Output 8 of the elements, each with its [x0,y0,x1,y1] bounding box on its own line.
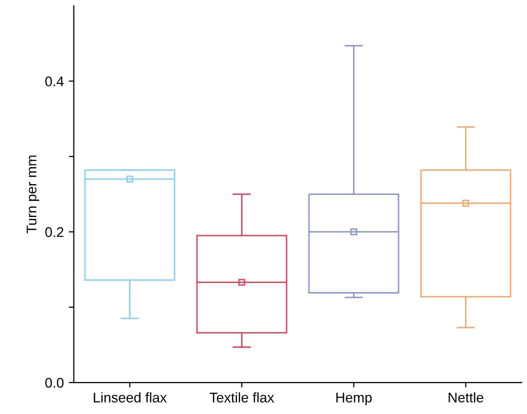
x-tick-label: Linseed flax [94,392,167,402]
y-tick-label: 0.2 [45,227,64,238]
x-tick-label: Nettle [448,392,484,402]
x-tick-label: Textile flax [210,392,274,402]
y-axis-title: Turn per mm [26,156,40,234]
y-tick-label: 0.0 [45,378,64,388]
y-tick-label: 0.4 [45,76,64,86]
x-tick-label: Hemp [336,392,372,406]
